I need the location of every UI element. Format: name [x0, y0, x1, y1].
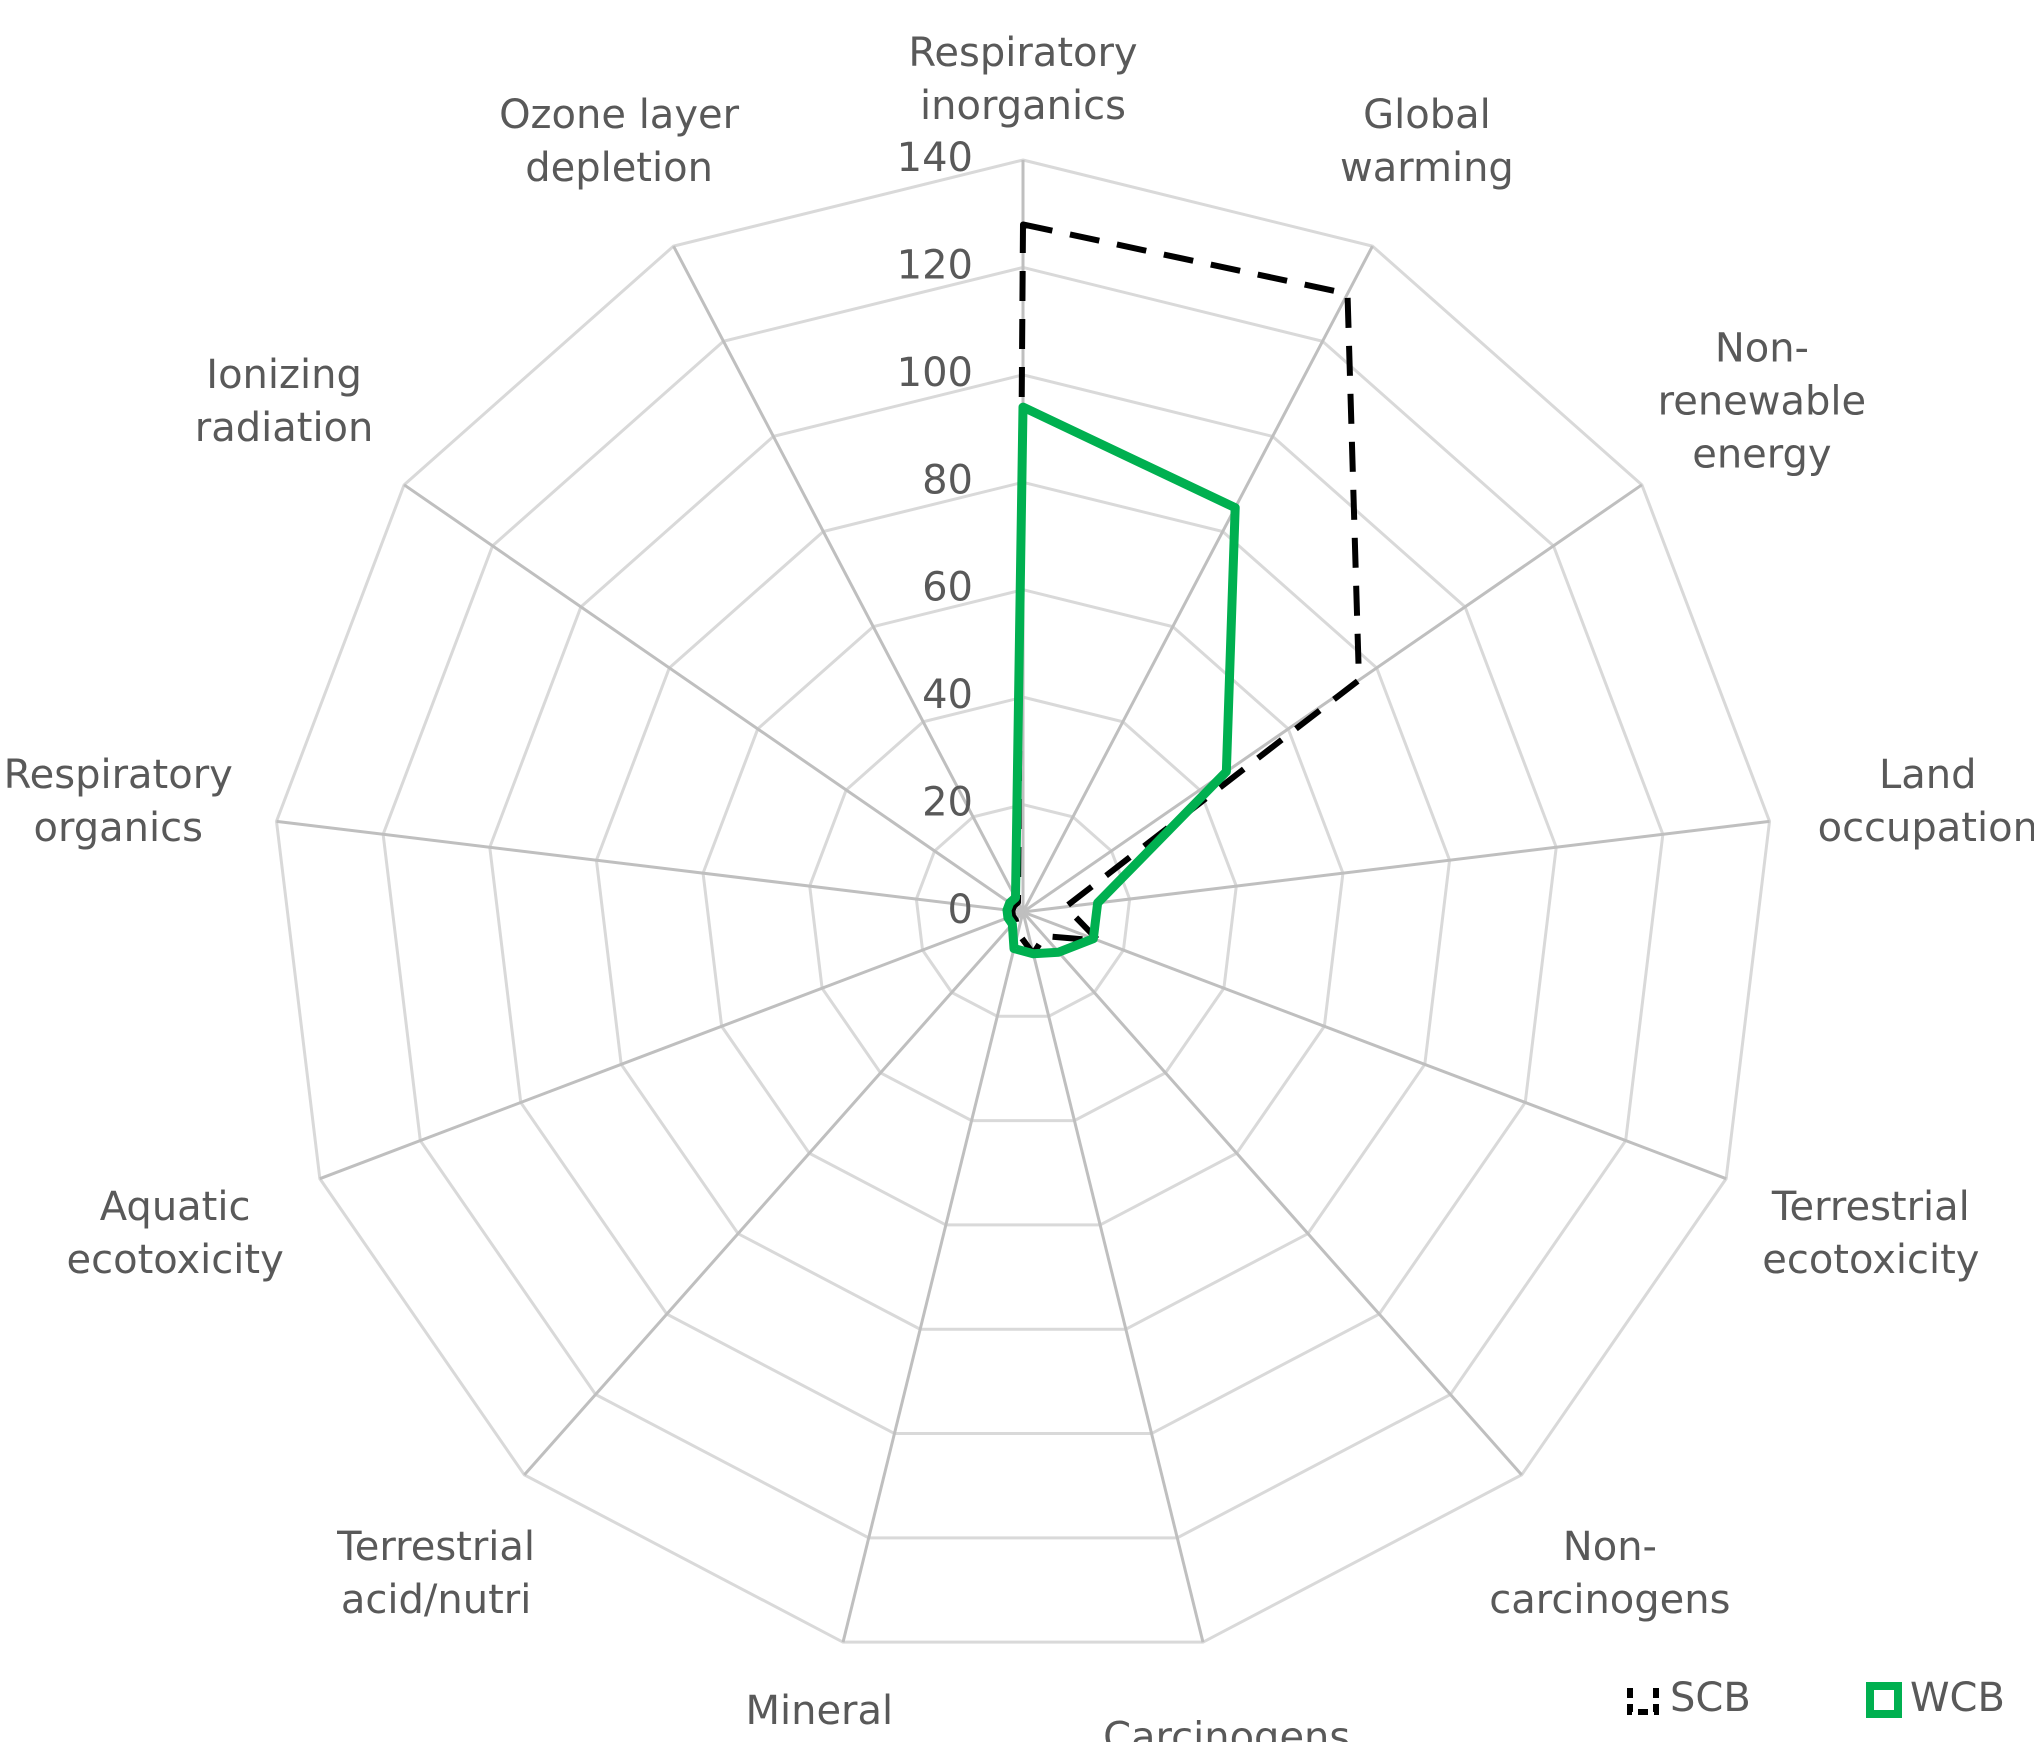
axis-spoke — [319, 910, 1024, 1181]
grid-ring — [274, 158, 1772, 1644]
grid-ring — [808, 695, 1238, 1123]
axis-spoke — [672, 245, 1025, 913]
axis-spoke — [1021, 911, 1523, 1476]
category-label: Mineral extraction — [718, 1688, 921, 1742]
y-tick-label: 40 — [922, 672, 973, 718]
grid-ring — [914, 803, 1132, 1018]
grid-ring — [701, 588, 1345, 1227]
axis-spoke — [276, 819, 1024, 914]
y-tick-label: 140 — [897, 135, 973, 181]
grid-ring — [594, 480, 1452, 1331]
y-tick-label: 60 — [922, 565, 973, 611]
legend-label: WCB — [1910, 1675, 2005, 1721]
category-label: Terrestrial acid/nutri — [337, 1524, 536, 1624]
axis-spoke — [1021, 245, 1374, 913]
category-label: Ionizing radiation — [194, 351, 374, 451]
series-line — [1002, 402, 1240, 959]
legend-marker — [1866, 1682, 1902, 1718]
category-label: Carcinogens — [1103, 1714, 1351, 1742]
y-tick-label: 0 — [948, 887, 973, 933]
category-label: Ozone layer depletion — [499, 92, 740, 192]
y-tick-label: 20 — [922, 780, 973, 826]
legend-label: SCB — [1670, 1675, 1751, 1721]
category-label: Non-carcinogens — [1489, 1524, 1731, 1624]
category-label: Non-renewable energy — [1657, 325, 1867, 478]
axis-spoke — [1021, 911, 1205, 1643]
category-label: Land occupation — [1817, 752, 2034, 852]
axis-spoke — [1022, 483, 1643, 914]
series-line — [1009, 221, 1362, 957]
axis-spoke — [1022, 819, 1770, 914]
category-label: Respiratory inorganics — [908, 30, 1138, 129]
grid-ring — [488, 373, 1558, 1436]
category-label: Global warming — [1340, 92, 1514, 192]
y-tick-label: 100 — [897, 350, 973, 396]
axis-spoke — [1022, 910, 1727, 1181]
axis-spoke — [841, 911, 1025, 1643]
axis-spoke — [403, 483, 1024, 914]
y-tick-label: 120 — [897, 242, 973, 288]
category-label: Aquatic ecotoxicity — [66, 1183, 284, 1283]
grid-ring — [381, 265, 1665, 1540]
axis-spoke — [523, 911, 1025, 1476]
y-tick-label: 80 — [922, 457, 973, 503]
category-label: Terrestrial ecotoxicity — [1762, 1183, 1980, 1283]
category-label: Respiratory organics — [3, 752, 233, 852]
legend-marker — [1627, 1688, 1659, 1715]
